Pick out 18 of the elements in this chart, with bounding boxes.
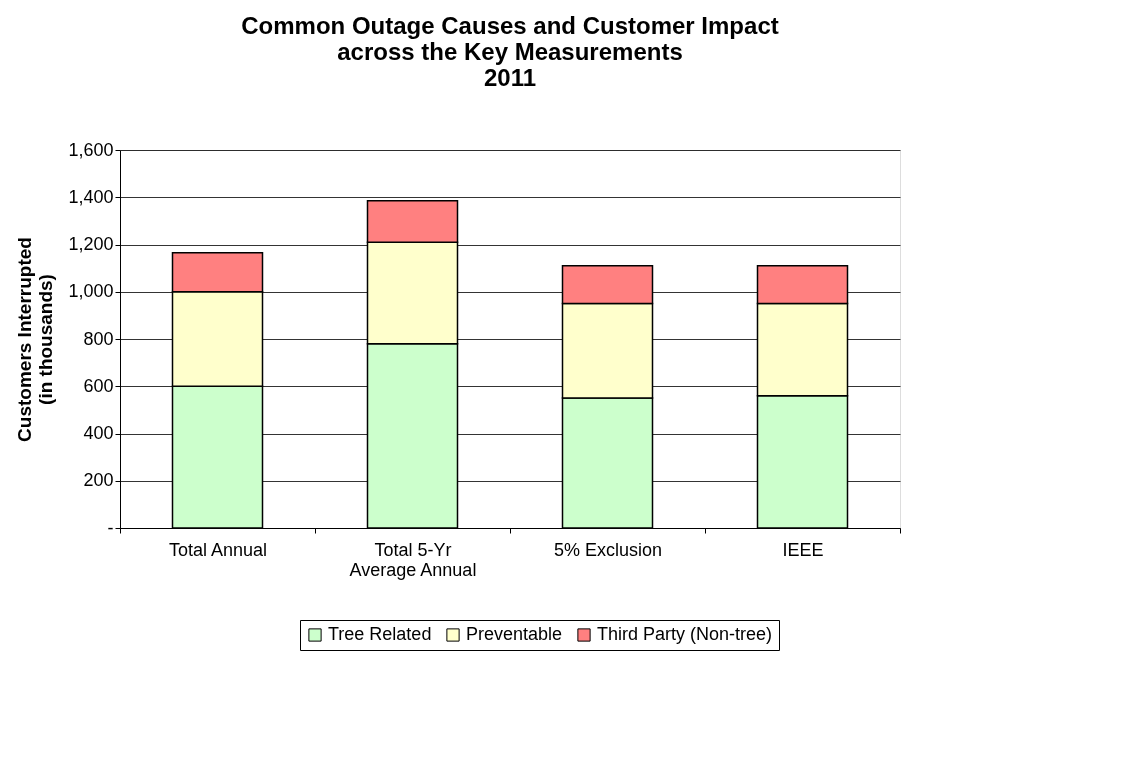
y-axis-title: Customers Interrupted (in thousands) <box>14 237 57 442</box>
y-tick-label: 200 <box>83 470 114 491</box>
y-tick-label: 1,200 <box>68 234 114 254</box>
y-tick-label: 400 <box>83 423 114 443</box>
legend-label: Preventable <box>466 624 563 644</box>
y-tick-label: 1,600 <box>68 139 114 160</box>
y-tick-label: 1,000 <box>68 281 114 302</box>
chart-title: Common Outage Causes and Customer Impact across the Key Measurements 2011 <box>241 12 779 91</box>
x-tick-label: 5% Exclusion <box>553 539 663 560</box>
y-tick-label: 800 <box>83 328 114 349</box>
y-tick-label: - <box>107 517 114 538</box>
legend-label: Third Party (Non-tree) <box>597 624 773 644</box>
x-tick-label: IEEE <box>782 539 824 560</box>
y-tick-label: 600 <box>83 375 114 396</box>
legend-label: Tree Related <box>328 624 432 644</box>
x-tick-label: Total Annual <box>168 539 268 560</box>
y-tick-label: 1,400 <box>68 186 114 207</box>
x-tick-label: Total 5-Yr Average Annual <box>349 539 477 580</box>
